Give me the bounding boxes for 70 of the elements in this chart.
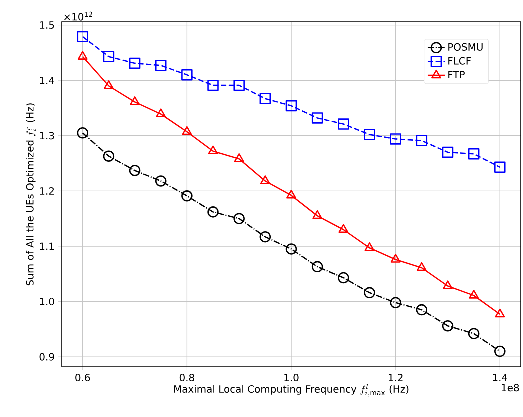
point xyxy=(469,290,480,299)
y-tick-label: 0.9 xyxy=(40,353,54,361)
point xyxy=(338,272,350,284)
point xyxy=(416,135,428,146)
legend-label: FLCF xyxy=(448,57,472,65)
y-tick-label: 1.1 xyxy=(40,242,54,250)
y-axis-title: $\text{Sum of All the UEs Optimized }f^{r}_{i}\text{ (Hz)}$ xyxy=(26,104,36,286)
point xyxy=(495,308,506,318)
point xyxy=(442,146,454,158)
point xyxy=(390,134,402,145)
point xyxy=(390,297,402,308)
point xyxy=(182,126,192,136)
point xyxy=(77,127,88,139)
point xyxy=(364,129,376,140)
point xyxy=(130,96,140,106)
point xyxy=(260,176,270,184)
point xyxy=(312,261,324,273)
point xyxy=(416,304,428,316)
point xyxy=(312,112,324,124)
text: ×10$^{12}$ xyxy=(64,12,92,21)
point xyxy=(442,320,454,332)
x-tick-label: 1.2 xyxy=(388,374,403,382)
point xyxy=(286,190,296,199)
point xyxy=(494,346,506,358)
point xyxy=(338,118,350,130)
point xyxy=(286,100,298,112)
point xyxy=(103,150,115,162)
point xyxy=(77,31,88,43)
y-tick-label: 1.3 xyxy=(40,132,54,140)
point xyxy=(234,213,245,224)
point xyxy=(129,58,141,70)
point xyxy=(260,231,272,243)
point xyxy=(104,80,114,90)
point xyxy=(494,162,506,174)
point xyxy=(182,69,193,81)
x-tick-label: 1.0 xyxy=(284,374,299,382)
point xyxy=(129,165,141,176)
point xyxy=(416,262,427,272)
x-tick-label: 0.6 xyxy=(76,374,90,382)
point xyxy=(208,206,219,218)
legend-label: POSMU xyxy=(448,43,483,51)
x-axis-title: $\text{Maximal Local Computing Frequency }f^{l}_{i,\max}\text{ (Hz)}$ xyxy=(174,384,409,397)
point xyxy=(234,153,244,162)
point xyxy=(155,60,167,72)
point xyxy=(312,210,323,220)
point xyxy=(468,328,480,340)
point xyxy=(364,242,375,252)
point xyxy=(468,148,480,160)
y-tick-label: 1.2 xyxy=(40,187,54,195)
point xyxy=(390,254,401,263)
y-tick-label: 1.0 xyxy=(40,298,54,306)
point xyxy=(260,93,272,104)
text: 1e8 xyxy=(502,384,520,392)
point xyxy=(443,280,453,290)
x-tick-label: 1.4 xyxy=(493,374,508,382)
point xyxy=(338,224,349,234)
point xyxy=(103,51,115,62)
point xyxy=(182,190,193,202)
y-tick-label: 1.5 xyxy=(40,22,54,30)
point xyxy=(155,176,167,187)
point xyxy=(286,244,298,255)
point xyxy=(208,146,218,155)
point xyxy=(234,80,245,92)
point xyxy=(156,108,166,118)
x-tick-label: 0.8 xyxy=(180,374,194,382)
legend-label: FTP xyxy=(448,71,465,78)
point xyxy=(78,51,88,60)
y-tick-label: 1.4 xyxy=(40,76,54,84)
point xyxy=(208,80,219,92)
point xyxy=(364,287,376,299)
